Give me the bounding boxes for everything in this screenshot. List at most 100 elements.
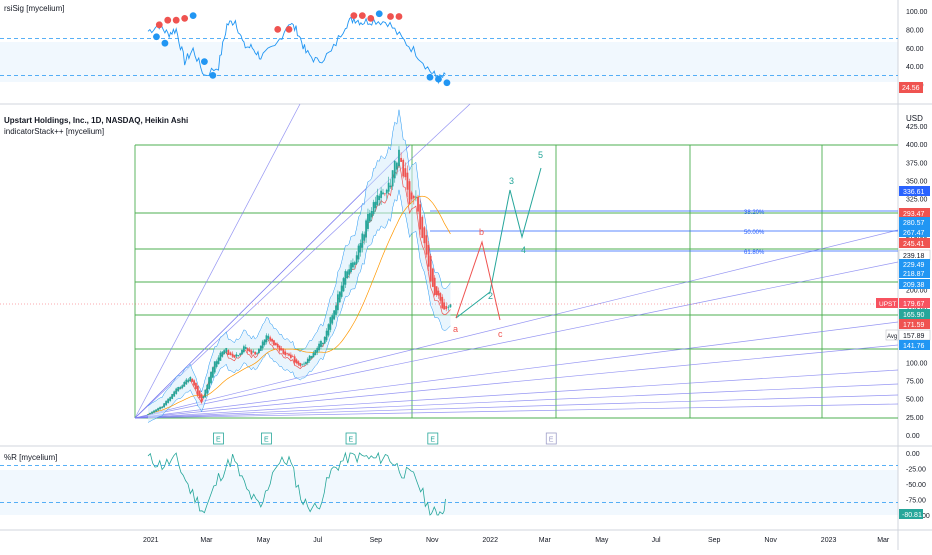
- candle-body: [387, 182, 390, 192]
- candle-body: [433, 277, 436, 295]
- currency-label: USD: [906, 114, 923, 123]
- bollinger-fill: [148, 109, 451, 423]
- candle-body: [367, 213, 369, 229]
- bollinger-upper: [147, 109, 451, 407]
- price-tag-box: [899, 238, 930, 248]
- candle-body: [153, 410, 155, 413]
- price-tick-label: 100.00: [906, 360, 928, 367]
- candle-body: [445, 306, 448, 310]
- earnings-marker-label: E: [349, 437, 354, 444]
- axes-layer: 100.0080.0060.0040.0020.0024.56425.00400…: [143, 9, 931, 544]
- candle-body: [297, 361, 300, 365]
- candle-body: [231, 353, 234, 357]
- candle-body: [274, 342, 277, 346]
- price-tag-box: [899, 279, 930, 289]
- candle-body: [163, 403, 166, 408]
- rsi-last-value: 24.56: [902, 85, 920, 92]
- candle-body: [327, 324, 330, 336]
- rsi-last-tag: [899, 82, 923, 93]
- candle-body: [233, 355, 236, 358]
- earnings-marker-label: E: [264, 437, 269, 444]
- rsi-signal-marker: [350, 12, 358, 19]
- wr-tick-label: -50.00: [906, 482, 926, 489]
- price-tick-label: 200.00: [906, 288, 928, 295]
- candle-body: [410, 192, 413, 200]
- gann-fan-line: [134, 229, 899, 419]
- candle-body: [289, 354, 292, 358]
- price-tag-box: [899, 298, 930, 308]
- gann-fan-line: [134, 383, 899, 419]
- candle-body: [374, 201, 377, 209]
- rsi-signal-marker: [189, 12, 197, 19]
- time-tick-label: Mar: [200, 537, 213, 544]
- price-tag-box: [899, 259, 930, 269]
- earnings-marker: [213, 432, 224, 445]
- candle-body: [404, 168, 407, 178]
- rsi-signal-marker: [435, 75, 442, 83]
- rsi-signal-marker: [375, 10, 383, 18]
- candle-body: [357, 245, 360, 260]
- price-tag-box: [899, 208, 930, 218]
- candle-body: [421, 216, 424, 238]
- rsi-title: rsiSig [mycelium]: [4, 4, 65, 13]
- candle-body: [149, 413, 151, 415]
- earnings-marker-label: E: [216, 437, 221, 444]
- time-tick-label: Nov: [764, 537, 777, 544]
- candle-body: [183, 382, 186, 387]
- price-tag-box: [899, 340, 930, 350]
- earnings-marker: [545, 432, 557, 445]
- candle-body: [284, 351, 287, 356]
- candle-body: [185, 379, 188, 385]
- candle-body: [325, 330, 328, 341]
- fib-level-label: 38.20%: [744, 210, 765, 216]
- rsi-signal-marker: [443, 79, 451, 87]
- rsi-signal-marker: [285, 26, 293, 33]
- candle-body: [443, 302, 445, 310]
- rsi-signal-marker: [172, 16, 180, 24]
- earnings-marker: [261, 432, 272, 445]
- gann-fan-layer: [134, 103, 899, 419]
- candle-body: [155, 409, 157, 412]
- candle-body: [265, 335, 268, 343]
- candle-body: [250, 350, 253, 355]
- price-tick-label: 350.00: [906, 179, 928, 186]
- earnings-marker-label: E: [549, 437, 554, 444]
- rsi-line: [147, 16, 446, 85]
- candle-body: [189, 377, 192, 381]
- candle-body: [208, 377, 210, 390]
- price-tick-label: 325.00: [906, 197, 928, 204]
- candle-body: [271, 339, 273, 342]
- candle-body: [248, 349, 251, 352]
- time-tick-label: Sep: [370, 537, 383, 544]
- rsi-signal-marker: [358, 12, 366, 19]
- candle-body: [195, 382, 197, 389]
- price-tag-value: 280.57: [903, 220, 925, 227]
- candle-body: [252, 351, 255, 353]
- candle-body: [288, 353, 290, 356]
- candle-body: [333, 310, 336, 320]
- candle-body: [191, 378, 194, 382]
- candle-body: [400, 157, 402, 162]
- candle-body: [269, 337, 272, 341]
- rsi-layer: [0, 10, 898, 87]
- time-tick-label: Jul: [313, 537, 322, 544]
- gann-fan-line: [134, 369, 899, 419]
- candle-body: [321, 343, 324, 344]
- time-tick-label: Mar: [877, 537, 890, 544]
- candle-body: [423, 227, 426, 244]
- candle-body: [165, 400, 168, 406]
- candle-body: [157, 408, 159, 411]
- time-tick-label: May: [257, 537, 271, 544]
- candle-body: [291, 356, 294, 358]
- candle-body: [227, 350, 230, 355]
- candle-body: [380, 190, 383, 198]
- wr-last-tag: [899, 509, 923, 519]
- rsi-signal-marker: [395, 13, 403, 20]
- candle-body: [427, 244, 430, 267]
- candle-body: [282, 349, 285, 354]
- candle-body: [306, 358, 309, 363]
- candle-body: [441, 296, 444, 309]
- rsi-signal-marker: [155, 21, 163, 29]
